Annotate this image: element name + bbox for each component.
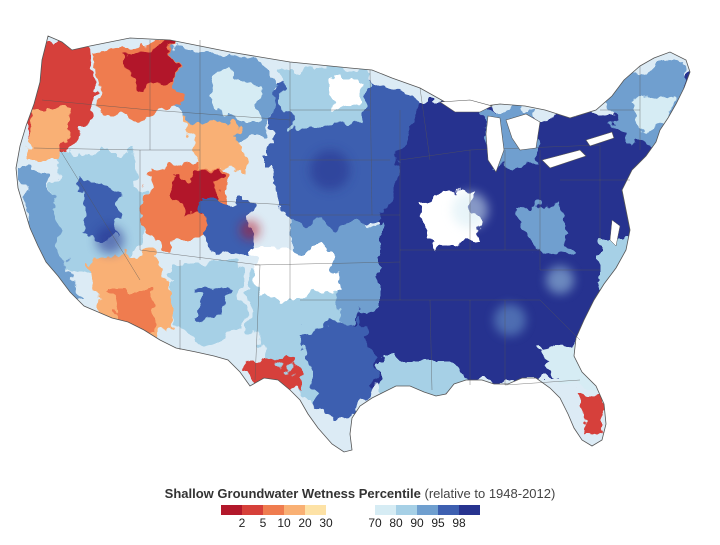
legend-title-main: Shallow Groundwater Wetness Percentile [164, 486, 421, 501]
chesapeake-bay [609, 219, 621, 247]
legend-tick-70: 70 [368, 516, 382, 530]
legend-swatch-dry-2 [221, 505, 242, 515]
legend-tick-10: 10 [277, 516, 291, 530]
legend-swatch-wet-80 [396, 505, 417, 515]
state-borders [33, 40, 641, 391]
legend-swatch-wet-95 [438, 505, 459, 515]
legend-tick-2: 2 [238, 516, 246, 530]
legend-swatch-wet-98 [459, 505, 480, 515]
legend-swatch-dry-20 [284, 505, 305, 515]
legend-tick-20: 20 [298, 516, 312, 530]
legend-tick-95: 95 [431, 516, 445, 530]
legend-tick-98: 98 [452, 516, 466, 530]
legend-swatch-wet-90 [417, 505, 438, 515]
legend-dry-ticks: 2 5 10 20 30 [221, 516, 333, 532]
legend-tick-90: 90 [410, 516, 424, 530]
legend-swatch-dry-30 [305, 505, 326, 515]
legend-swatch-wet-70 [375, 505, 396, 515]
legend-title-sub: (relative to 1948-2012) [424, 486, 556, 501]
legend-dry-swatches [221, 505, 326, 515]
legend-swatch-dry-10 [263, 505, 284, 515]
legend-tick-5: 5 [259, 516, 267, 530]
legend-tick-80: 80 [389, 516, 403, 530]
great-lakes [439, 99, 615, 173]
legend-title: Shallow Groundwater Wetness Percentile (… [0, 486, 720, 501]
legend-swatch-dry-5 [242, 505, 263, 515]
legend-wet-ticks: 70 80 90 95 98 [368, 516, 480, 532]
legend-wet-swatches [375, 505, 480, 515]
legend-tick-30: 30 [319, 516, 333, 530]
